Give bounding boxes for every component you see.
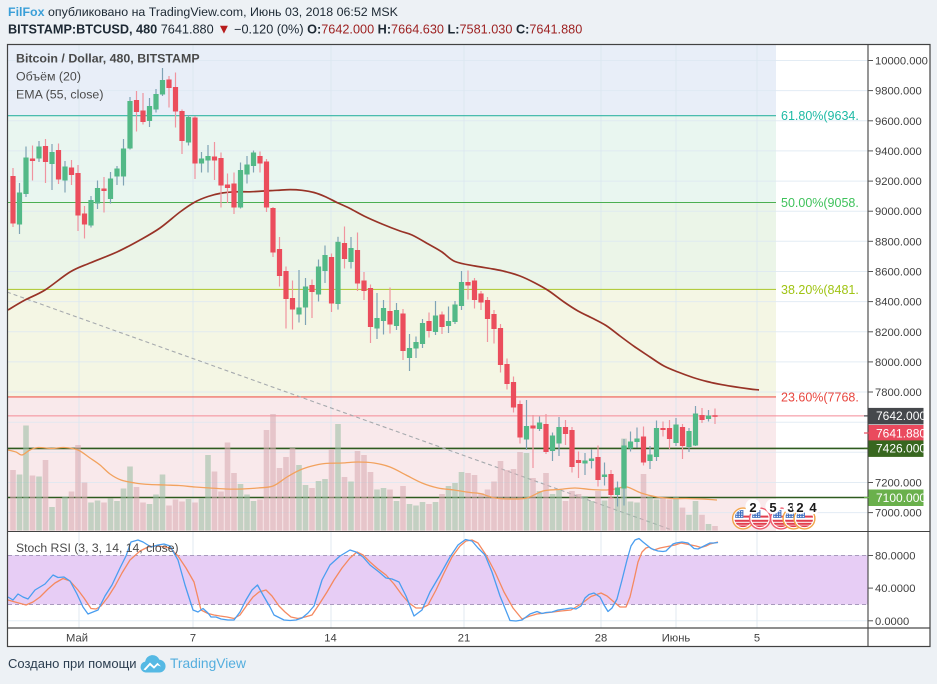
svg-text:Объём (20): Объём (20) bbox=[16, 70, 81, 84]
svg-text:9800.000: 9800.000 bbox=[875, 86, 922, 98]
svg-text:опубликовано на TradingView.co: опубликовано на TradingView.com, Июнь 03… bbox=[48, 5, 399, 19]
svg-text:2: 2 bbox=[796, 500, 803, 515]
svg-text:Май: Май bbox=[66, 633, 88, 645]
svg-text:7800.000: 7800.000 bbox=[875, 387, 922, 399]
svg-text:7641.880: 7641.880 bbox=[876, 426, 926, 440]
svg-text:8400.000: 8400.000 bbox=[875, 297, 922, 309]
svg-text:Июнь: Июнь bbox=[662, 633, 691, 645]
svg-text:50.00%(9058.: 50.00%(9058. bbox=[781, 196, 859, 210]
svg-text:Bitcoin / Dollar, 480, BITSTAM: Bitcoin / Dollar, 480, BITSTAMP bbox=[16, 52, 200, 66]
svg-text:7000.000: 7000.000 bbox=[875, 508, 922, 520]
svg-text:3: 3 bbox=[787, 500, 794, 515]
svg-text:8200.000: 8200.000 bbox=[875, 327, 922, 339]
svg-text:8800.000: 8800.000 bbox=[875, 236, 922, 248]
svg-text:0.0000: 0.0000 bbox=[875, 616, 909, 628]
svg-text:5: 5 bbox=[769, 500, 776, 515]
svg-text:23.60%(7768.: 23.60%(7768. bbox=[781, 390, 859, 404]
svg-text:7: 7 bbox=[190, 633, 196, 645]
svg-text:40.0000: 40.0000 bbox=[875, 583, 915, 595]
svg-text:8600.000: 8600.000 bbox=[875, 267, 922, 279]
svg-text:38.20%(8481.: 38.20%(8481. bbox=[781, 283, 859, 297]
svg-text:7100.000: 7100.000 bbox=[876, 491, 926, 505]
svg-text:8000.000: 8000.000 bbox=[875, 357, 922, 369]
svg-text:Создано при помощи: Создано при помощи bbox=[8, 656, 137, 671]
svg-text:FilFox: FilFox bbox=[8, 5, 45, 19]
svg-text:7426.000: 7426.000 bbox=[876, 442, 926, 456]
svg-text:5: 5 bbox=[754, 633, 760, 645]
svg-text:BITSTAMP:BTCUSD, 480 7641.880: BITSTAMP:BTCUSD, 480 7641.880 ▼ −0.120 (… bbox=[8, 22, 582, 37]
svg-text:7642.000: 7642.000 bbox=[876, 409, 926, 423]
svg-text:9400.000: 9400.000 bbox=[875, 146, 922, 158]
svg-text:9000.000: 9000.000 bbox=[875, 206, 922, 218]
svg-text:EMA (55, close): EMA (55, close) bbox=[16, 88, 103, 102]
svg-text:Stoch RSI (3, 3, 14, 14, close: Stoch RSI (3, 3, 14, 14, close) bbox=[16, 541, 179, 555]
svg-text:80.0000: 80.0000 bbox=[875, 551, 915, 563]
svg-text:14: 14 bbox=[324, 633, 336, 645]
svg-text:4: 4 bbox=[809, 500, 817, 515]
svg-text:TradingView: TradingView bbox=[170, 656, 246, 671]
svg-text:2: 2 bbox=[749, 500, 756, 515]
svg-text:61.80%(9634.: 61.80%(9634. bbox=[781, 109, 859, 123]
svg-text:9200.000: 9200.000 bbox=[875, 176, 922, 188]
svg-text:10000.000: 10000.000 bbox=[875, 56, 928, 68]
svg-text:9600.000: 9600.000 bbox=[875, 116, 922, 128]
svg-text:7200.000: 7200.000 bbox=[875, 478, 922, 490]
svg-text:28: 28 bbox=[595, 633, 607, 645]
svg-text:21: 21 bbox=[458, 633, 470, 645]
